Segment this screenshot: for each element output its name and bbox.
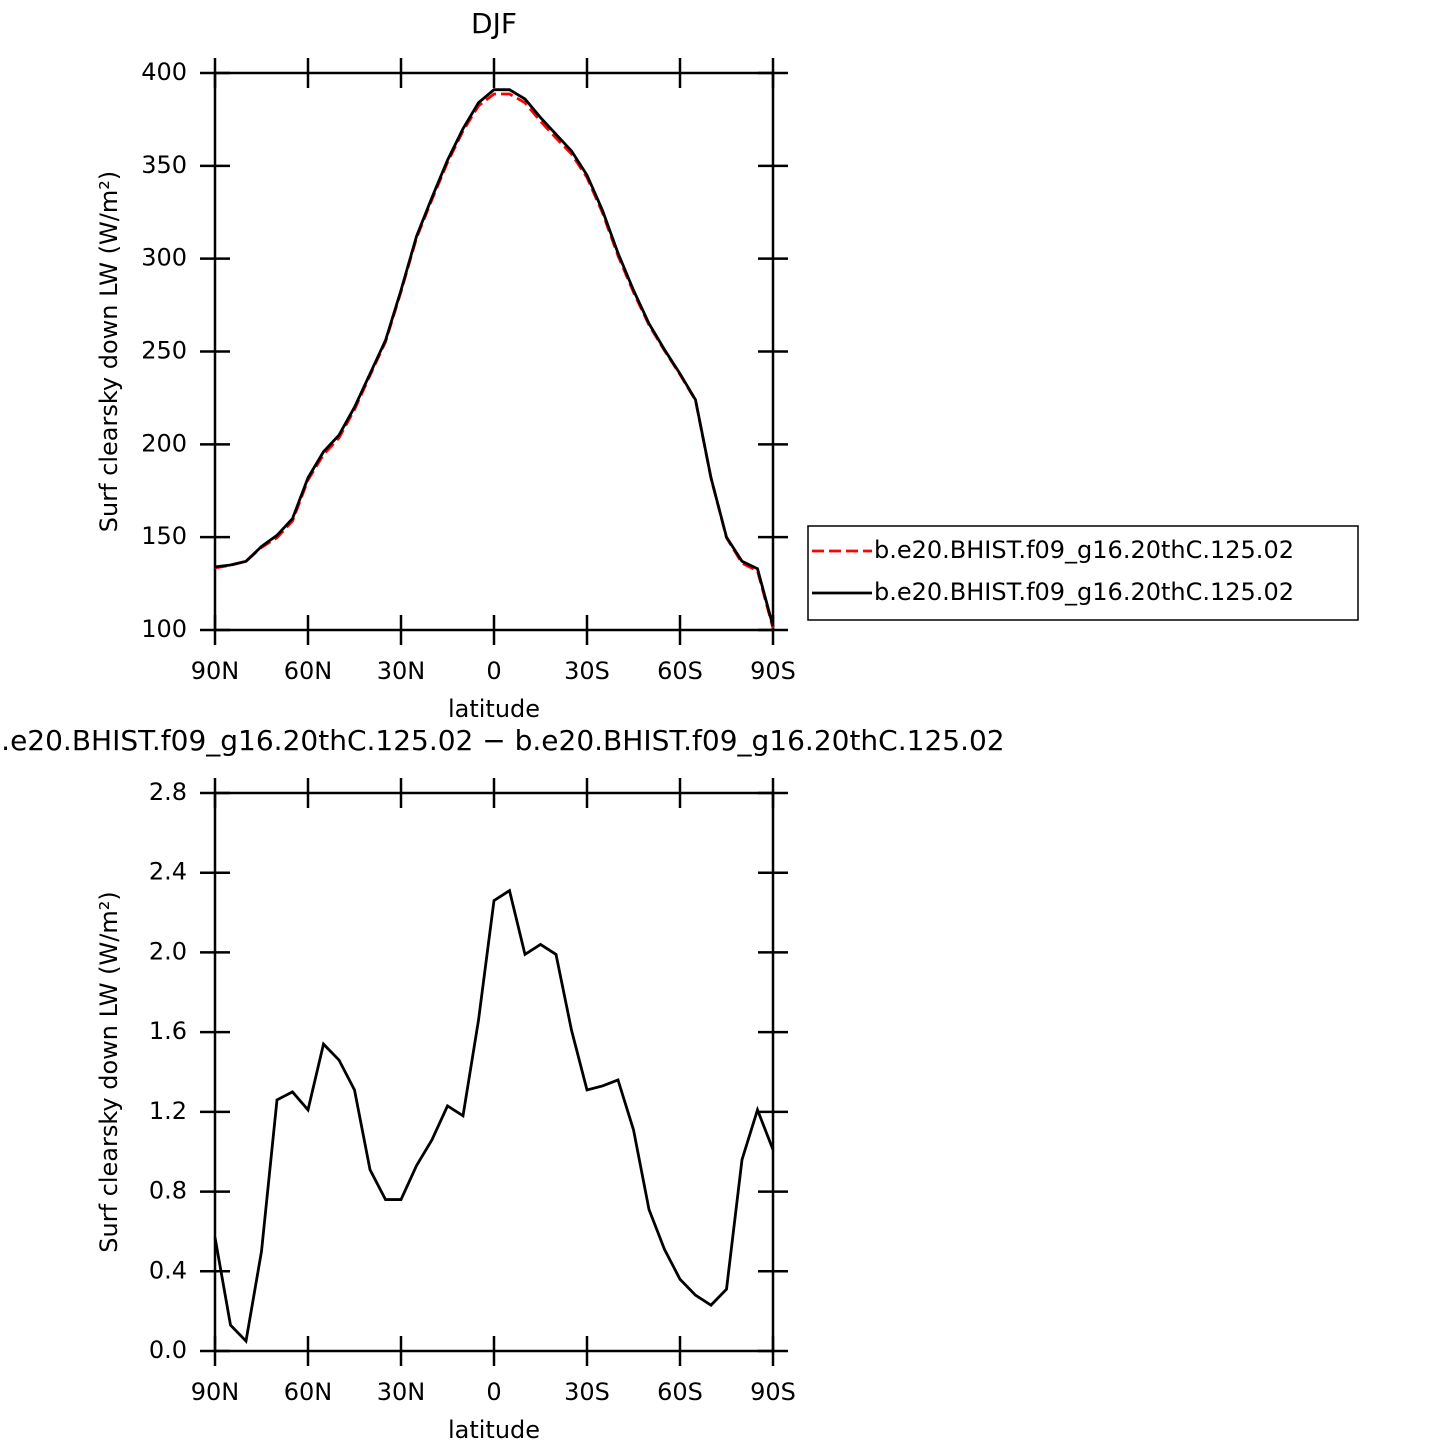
legend-box	[807, 525, 1359, 621]
y-axis-label: Surf clearsky down LW (W/m²)	[95, 171, 123, 532]
y-tick-label: 0.0	[149, 1336, 187, 1364]
y-tick-label: 2.4	[149, 858, 187, 886]
plot-frame	[213, 791, 775, 1353]
y-tick-label: 300	[141, 244, 187, 272]
x-tick-label: 60S	[657, 657, 703, 685]
x-axis-label: latitude	[448, 1416, 540, 1444]
x-tick-label: 90S	[750, 657, 796, 685]
y-tick-label: 400	[141, 58, 187, 86]
x-tick-label: 30N	[377, 657, 426, 685]
y-tick-label: 0.8	[149, 1177, 187, 1205]
chart-title: b.e20.BHIST.f09_g16.20thC.125.02 − b.e20…	[0, 724, 1005, 757]
y-tick-label: 1.2	[149, 1097, 187, 1125]
y-tick-label: 250	[141, 337, 187, 365]
y-axis-label: Surf clearsky down LW (W/m²)	[95, 891, 123, 1252]
data-line	[214, 92, 775, 629]
plot-frame	[213, 71, 775, 632]
x-tick-label: 60N	[284, 1378, 333, 1406]
y-tick-label: 200	[141, 429, 187, 457]
y-tick-label: 350	[141, 151, 187, 179]
x-tick-label: 60S	[657, 1378, 703, 1406]
data-line	[213, 888, 775, 1344]
x-tick-label: 30S	[564, 657, 610, 685]
legend-label: b.e20.BHIST.f09_g16.20thC.125.02	[874, 536, 1294, 564]
x-tick-label: 90N	[191, 1378, 240, 1406]
y-tick-label: 1.6	[149, 1017, 187, 1045]
legend-label: b.e20.BHIST.f09_g16.20thC.125.02	[874, 578, 1294, 606]
y-tick-label: 2.8	[149, 778, 187, 806]
x-tick-label: 90N	[191, 657, 240, 685]
x-axis-label: latitude	[448, 695, 540, 723]
x-tick-label: 0	[486, 1378, 501, 1406]
x-tick-label: 30S	[564, 1378, 610, 1406]
x-tick-label: 0	[486, 657, 501, 685]
y-tick-label: 0.4	[149, 1256, 187, 1284]
x-tick-label: 90S	[750, 1378, 796, 1406]
y-tick-label: 2.0	[149, 937, 187, 965]
y-tick-label: 100	[141, 615, 187, 643]
y-tick-label: 150	[141, 522, 187, 550]
data-line	[214, 88, 775, 627]
chart-title: DJF	[471, 7, 517, 40]
x-tick-label: 60N	[284, 657, 333, 685]
x-tick-label: 30N	[377, 1378, 426, 1406]
